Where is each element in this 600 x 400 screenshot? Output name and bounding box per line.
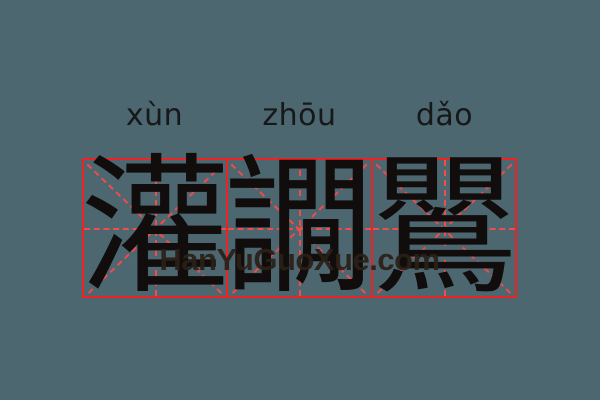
guide-horizontal-icon	[84, 228, 227, 230]
pinyin-syllable-2: zhōu	[262, 98, 337, 133]
guide-vertical-icon	[155, 160, 158, 296]
pinyin-syllable-3: dǎo	[415, 98, 474, 133]
guide-diagonal-down-icon	[86, 163, 223, 294]
guide-diagonal-up-icon	[88, 163, 224, 294]
guide-horizontal-icon	[228, 228, 371, 230]
hanzi-character-1: 灌	[80, 141, 231, 315]
hanzi-character-3: 鸎	[368, 141, 519, 315]
pinyin-syllable-1: xùn	[125, 98, 184, 133]
grid-cell-3: 鸎	[369, 153, 519, 303]
guide-diagonal-down-icon	[230, 163, 367, 294]
grid-cell-2: 譋	[224, 153, 374, 303]
guide-diagonal-down-icon	[375, 163, 511, 294]
pinyin-row: xùn zhōu dǎo	[82, 96, 517, 136]
guide-vertical-icon	[299, 160, 302, 296]
guide-diagonal-up-icon	[232, 163, 368, 294]
guide-horizontal-icon	[372, 228, 515, 230]
grid-cell-1: 灌	[80, 153, 230, 303]
mizige-grid: 灌 譋 鸎	[80, 153, 519, 303]
guide-vertical-icon	[443, 160, 446, 296]
hanzi-character-2: 譋	[224, 141, 375, 315]
guide-diagonal-up-icon	[376, 163, 513, 294]
